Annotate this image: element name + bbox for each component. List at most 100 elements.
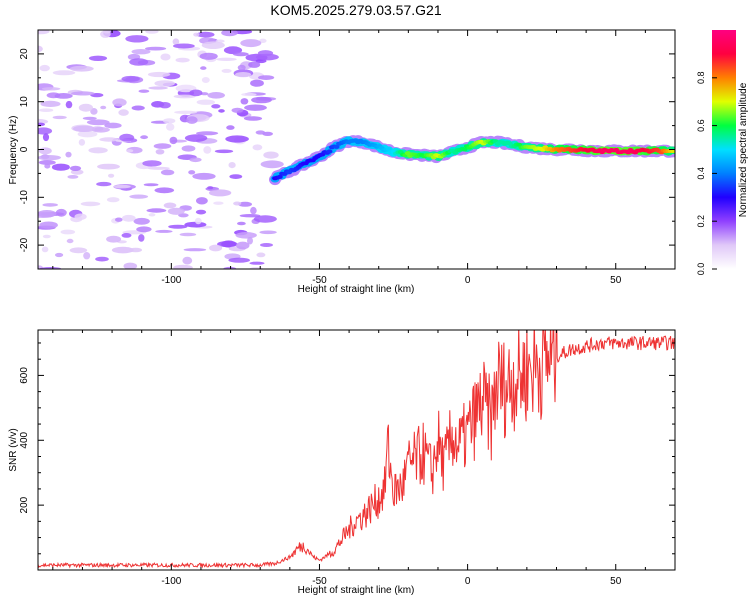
noise-blob xyxy=(39,108,54,112)
noise-blob xyxy=(153,143,172,149)
noise-blob xyxy=(133,217,150,225)
noise-blob xyxy=(52,115,67,120)
noise-blob xyxy=(74,213,87,220)
noise-blob xyxy=(163,202,177,209)
noise-blob xyxy=(209,244,223,252)
noise-blob xyxy=(174,110,198,115)
noise-blob xyxy=(228,162,236,169)
noise-blob xyxy=(160,53,171,61)
noise-blob xyxy=(155,229,173,233)
noise-blob xyxy=(196,99,215,105)
noise-blob xyxy=(207,186,214,190)
noise-blob xyxy=(189,157,202,163)
noise-blob xyxy=(90,108,98,115)
noise-blob xyxy=(60,229,76,235)
noise-blob xyxy=(112,98,127,107)
noise-blob xyxy=(199,52,218,60)
noise-blob xyxy=(233,201,242,206)
noise-blob xyxy=(259,38,267,43)
noise-blob xyxy=(258,75,275,80)
noise-blob xyxy=(40,100,61,107)
noise-blob xyxy=(138,234,145,242)
ridge-cell xyxy=(670,149,675,153)
noise-blob xyxy=(169,136,178,145)
colorbar: 0.0 0.2 0.4 0.6 0.8 Normalized spectral ampl… xyxy=(696,30,749,275)
noise-blob xyxy=(88,147,108,154)
noise-blob xyxy=(42,133,50,142)
noise-blob xyxy=(99,137,119,142)
snr-line xyxy=(38,330,675,569)
noise-blob xyxy=(200,66,207,70)
noise-blob xyxy=(233,52,249,57)
noise-blob xyxy=(211,104,221,109)
snr-frame xyxy=(37,329,676,571)
noise-blob xyxy=(167,207,185,215)
spectrogram-x-ticks: -100 -50 0 50 xyxy=(52,30,676,286)
noise-blob xyxy=(129,194,149,199)
figure-title: KOM5.2025.279.03.57.G21 xyxy=(270,2,441,18)
noise-blob xyxy=(147,71,171,78)
noise-blob xyxy=(145,46,167,51)
noise-blob xyxy=(136,226,152,233)
noise-blob xyxy=(203,146,212,154)
noise-blob xyxy=(255,130,266,135)
noise-blob xyxy=(216,57,237,61)
noise-blob xyxy=(38,147,52,155)
noise-blob xyxy=(196,31,215,38)
noise-blob xyxy=(51,163,70,171)
colorbar-tick-label: 0.0 xyxy=(696,263,706,276)
noise-blob xyxy=(38,210,57,218)
noise-blob xyxy=(146,208,167,213)
noise-blob xyxy=(78,103,93,112)
y-tick-label: 600 xyxy=(19,367,30,384)
y-tick-label: 0 xyxy=(19,146,30,152)
noise-blob xyxy=(140,135,149,140)
noise-blob xyxy=(69,247,88,254)
y-tick-label: 20 xyxy=(19,48,30,60)
noise-blob xyxy=(52,70,76,76)
noise-blob xyxy=(111,246,134,254)
noise-blob xyxy=(173,94,196,99)
noise-blob xyxy=(260,160,284,169)
colorbar-ticks: 0.0 0.2 0.4 0.6 0.8 xyxy=(696,72,717,276)
y-tick-label: 400 xyxy=(19,431,30,448)
noise-blob xyxy=(154,80,175,87)
noise-blob xyxy=(259,230,277,235)
noise-blob xyxy=(100,30,111,38)
y-tick-label: -10 xyxy=(19,190,30,205)
noise-blob xyxy=(148,213,156,217)
noise-blob xyxy=(121,214,136,222)
noise-blob xyxy=(125,35,149,43)
noise-blob xyxy=(207,92,225,99)
noise-blob xyxy=(175,57,190,63)
noise-blob xyxy=(236,241,250,250)
noise-blob xyxy=(251,96,272,104)
snr-y-label: SNR (v/v) xyxy=(8,428,19,471)
noise-blob xyxy=(55,252,64,258)
colorbar-tick-label: 0.8 xyxy=(696,72,706,85)
noise-blob xyxy=(181,145,196,152)
noise-blob xyxy=(44,163,51,169)
x-tick-label: -50 xyxy=(312,576,327,587)
noise-blob xyxy=(235,232,257,239)
noise-blob xyxy=(80,201,101,207)
noise-blob xyxy=(41,87,61,91)
ridge-cell xyxy=(326,149,333,154)
noise-blob xyxy=(42,234,51,239)
noise-blob xyxy=(237,64,246,71)
noise-blob xyxy=(213,201,224,205)
noise-blob xyxy=(173,264,193,269)
noise-blob xyxy=(121,75,140,82)
noise-blob xyxy=(66,238,74,244)
noise-blob xyxy=(184,221,207,228)
colorbar-label: Normalized spectral amplitude xyxy=(738,82,749,217)
noise-blob xyxy=(221,68,232,73)
noise-blob xyxy=(201,77,210,83)
snr-x-label: Height of straight line (km) xyxy=(298,585,415,596)
noise-blob xyxy=(91,127,110,133)
y-tick-label: -20 xyxy=(19,237,30,252)
noise-blob xyxy=(214,149,234,154)
noise-blob xyxy=(250,206,257,215)
